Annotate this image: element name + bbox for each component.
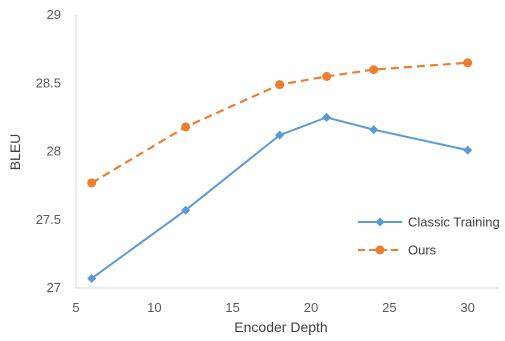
x-axis-label: Encoder Depth [234,319,327,335]
x-tick-label: 30 [460,300,474,315]
data-point [275,80,285,90]
y-tick-label: 27.5 [36,212,61,227]
series-line [91,116,468,280]
legend-item: Ours [358,243,437,258]
series-classic-training [87,112,473,283]
data-point [369,65,379,75]
data-point [463,58,473,68]
x-tick-label: 20 [304,300,318,315]
data-point [87,178,97,188]
legend-label: Classic Training [408,215,500,230]
series-line [91,61,468,184]
x-tick-label: 5 [72,300,79,315]
y-axis-label: BLEU [7,134,23,171]
x-ticks: 5 10 15 20 25 30 [72,300,475,315]
data-point [87,273,97,283]
data-point [322,112,332,122]
x-tick-label: 10 [147,300,161,315]
x-tick-label: 25 [382,300,396,315]
data-point [375,245,385,255]
x-tick-label: 15 [225,300,239,315]
y-ticks: 27 27.5 28 28.5 29 [36,7,61,295]
legend-label: Ours [408,243,437,258]
series-layer [87,58,473,283]
axes [75,15,499,289]
data-point [181,122,191,132]
data-point [181,205,191,215]
data-point [322,71,332,81]
data-point [463,145,473,155]
series-ours [87,58,473,188]
y-tick-label: 28 [47,144,61,159]
y-tick-label: 29 [47,7,61,22]
y-tick-label: 27 [47,280,61,295]
legend: Classic Training Ours [358,215,500,258]
data-point [275,130,285,140]
legend-item: Classic Training [358,215,500,230]
data-point [369,125,379,135]
data-point [375,217,385,227]
y-tick-label: 28.5 [36,75,61,90]
